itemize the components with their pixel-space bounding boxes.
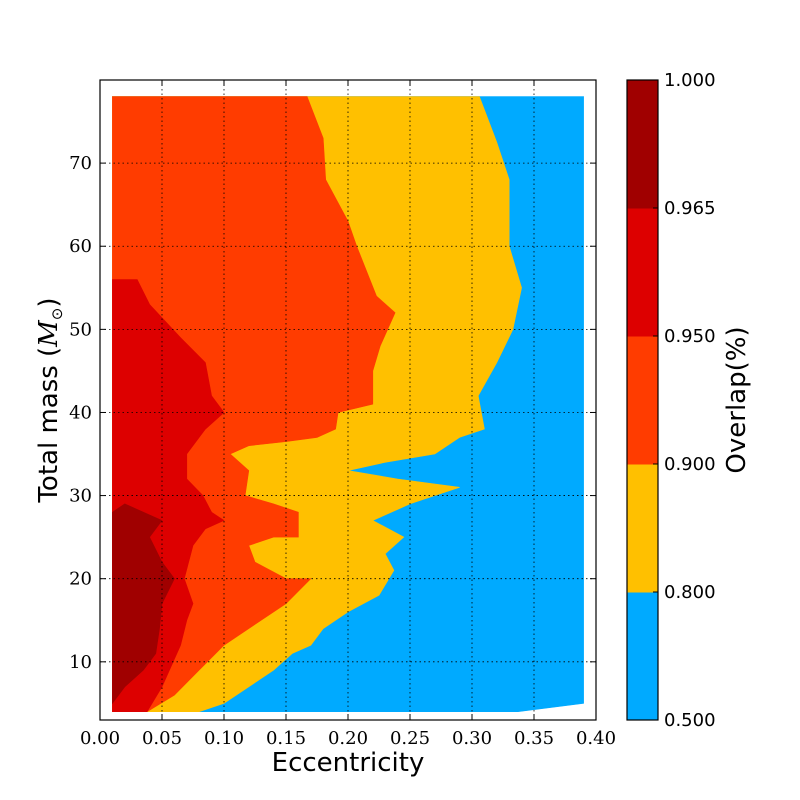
colorbar-label: Overlap(%) <box>722 326 752 473</box>
x-tick-label: 0.30 <box>452 728 492 749</box>
colorbar-segment-0 <box>627 592 658 721</box>
x-tick-label: 0.15 <box>266 728 306 749</box>
contour-region-4 <box>112 503 175 705</box>
colorbar-tick-label: 0.950 <box>664 326 716 347</box>
x-axis-label: Eccentricity <box>272 748 425 778</box>
colorbar-tick-label: 0.800 <box>664 582 716 603</box>
y-tick-label: 20 <box>69 569 92 590</box>
x-tick-label: 0.05 <box>142 728 182 749</box>
x-tick-label: 0.00 <box>80 728 120 749</box>
x-tick-label: 0.25 <box>390 728 430 749</box>
y-tick-label: 50 <box>69 319 92 340</box>
y-axis-label: Total mass (M⊙) <box>34 297 66 503</box>
y-tick-label: 60 <box>69 236 92 257</box>
colorbar-segment-1 <box>627 464 658 593</box>
colorbar-segment-3 <box>627 208 658 337</box>
x-axis-ticks: 0.00 0.05 0.10 0.15 0.20 0.25 0.30 0.35 0.40 <box>80 80 616 749</box>
y-tick-label: 40 <box>69 402 92 423</box>
colorbar-segment-4 <box>627 80 658 209</box>
y-tick-label: 10 <box>69 652 92 673</box>
colorbar-segment-2 <box>627 336 658 465</box>
x-tick-label: 0.20 <box>328 728 368 749</box>
colorbar-ticks: 0.500 0.800 0.900 0.950 0.965 1.000 <box>653 70 716 731</box>
colorbar-frame <box>626 79 659 721</box>
y-axis-ticks: 10 20 30 40 50 60 70 <box>69 153 596 673</box>
colorbar-tick-label: 0.900 <box>664 454 716 475</box>
x-tick-label: 0.35 <box>514 728 554 749</box>
colorbar-tick-label: 1.000 <box>664 70 716 91</box>
x-tick-label: 0.40 <box>576 728 616 749</box>
colorbar-tick-label: 0.500 <box>664 710 716 731</box>
x-tick-label: 0.10 <box>204 728 244 749</box>
colorbar-tick-label: 0.965 <box>664 198 716 219</box>
y-tick-label: 70 <box>69 153 92 174</box>
colorbar <box>627 80 658 721</box>
y-tick-label: 30 <box>69 486 92 507</box>
